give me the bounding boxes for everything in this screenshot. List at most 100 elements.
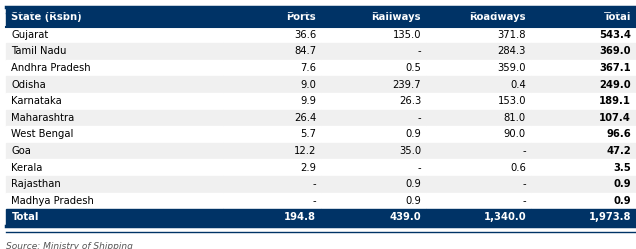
Text: 1,340.0: 1,340.0 (483, 212, 526, 222)
Bar (531, 209, 636, 226)
Text: 5.7: 5.7 (300, 129, 316, 139)
Text: 369.0: 369.0 (599, 46, 631, 57)
Text: 26.4: 26.4 (294, 113, 316, 123)
Text: Madhya Pradesh: Madhya Pradesh (11, 196, 94, 206)
Text: 3.5: 3.5 (613, 163, 631, 173)
Bar (531, 192, 636, 209)
Bar (223, 159, 321, 176)
Bar (321, 110, 426, 126)
Bar (426, 209, 531, 226)
Text: 1,973.8: 1,973.8 (588, 212, 631, 222)
Bar (223, 143, 321, 159)
Bar (6, 176, 223, 192)
Bar (426, 27, 531, 43)
Text: 0.9: 0.9 (613, 196, 631, 206)
Text: 35.0: 35.0 (399, 146, 421, 156)
Text: -: - (522, 196, 526, 206)
Text: 239.7: 239.7 (392, 80, 421, 90)
Text: Roadways: Roadways (469, 12, 526, 22)
Bar (531, 126, 636, 143)
Text: 0.4: 0.4 (510, 80, 526, 90)
Text: -: - (417, 163, 421, 173)
Text: Tamil Nadu: Tamil Nadu (11, 46, 67, 57)
Text: -: - (522, 146, 526, 156)
Bar (531, 93, 636, 110)
Text: 0.5: 0.5 (405, 63, 421, 73)
Text: 135.0: 135.0 (392, 30, 421, 40)
Text: 0.9: 0.9 (405, 196, 421, 206)
Text: Source: Ministry of Shipping: Source: Ministry of Shipping (6, 242, 133, 249)
Text: -: - (312, 196, 316, 206)
Bar (531, 7, 636, 27)
Text: 107.4: 107.4 (599, 113, 631, 123)
Bar (531, 76, 636, 93)
Text: 9.9: 9.9 (300, 96, 316, 106)
Text: 439.0: 439.0 (389, 212, 421, 222)
Text: 194.8: 194.8 (284, 212, 316, 222)
Bar (223, 176, 321, 192)
Bar (6, 76, 223, 93)
Bar (223, 60, 321, 76)
Text: 153.0: 153.0 (497, 96, 526, 106)
Text: 249.0: 249.0 (599, 80, 631, 90)
Bar (426, 159, 531, 176)
Bar (321, 143, 426, 159)
Text: 96.6: 96.6 (606, 129, 631, 139)
Bar (6, 7, 223, 27)
Bar (6, 60, 223, 76)
Bar (6, 43, 223, 60)
Text: Andhra Pradesh: Andhra Pradesh (11, 63, 91, 73)
Bar (223, 209, 321, 226)
Text: 81.0: 81.0 (504, 113, 526, 123)
Bar (223, 27, 321, 43)
Text: 84.7: 84.7 (294, 46, 316, 57)
Bar (6, 143, 223, 159)
Text: Ports: Ports (286, 12, 316, 22)
Bar (321, 209, 426, 226)
Text: -: - (417, 46, 421, 57)
Bar (426, 93, 531, 110)
Bar (321, 192, 426, 209)
Bar (321, 93, 426, 110)
Bar (6, 110, 223, 126)
Text: Total: Total (11, 212, 39, 222)
Bar (223, 7, 321, 27)
Text: 359.0: 359.0 (497, 63, 526, 73)
Bar (531, 110, 636, 126)
Bar (531, 27, 636, 43)
Bar (426, 7, 531, 27)
Text: Gujarat: Gujarat (11, 30, 49, 40)
Bar (6, 159, 223, 176)
Bar (6, 126, 223, 143)
Bar (321, 159, 426, 176)
Bar (6, 209, 223, 226)
Text: 371.8: 371.8 (497, 30, 526, 40)
Bar (321, 27, 426, 43)
Text: 2.9: 2.9 (300, 163, 316, 173)
Bar (321, 7, 426, 27)
Text: 26.3: 26.3 (399, 96, 421, 106)
Text: 367.1: 367.1 (599, 63, 631, 73)
Text: Kerala: Kerala (11, 163, 43, 173)
Text: 543.4: 543.4 (599, 30, 631, 40)
Text: -: - (522, 179, 526, 189)
Bar (531, 159, 636, 176)
Text: Odisha: Odisha (11, 80, 46, 90)
Bar (6, 192, 223, 209)
Bar (321, 126, 426, 143)
Bar (426, 126, 531, 143)
Bar (531, 43, 636, 60)
Text: 0.9: 0.9 (405, 179, 421, 189)
Bar (223, 93, 321, 110)
Text: Goa: Goa (11, 146, 31, 156)
Text: 0.9: 0.9 (613, 179, 631, 189)
Text: 90.0: 90.0 (504, 129, 526, 139)
Bar (321, 76, 426, 93)
Text: 189.1: 189.1 (599, 96, 631, 106)
Bar (426, 76, 531, 93)
Bar (426, 43, 531, 60)
Bar (223, 43, 321, 60)
Text: Maharashtra: Maharashtra (11, 113, 74, 123)
Bar (426, 60, 531, 76)
Bar (6, 93, 223, 110)
